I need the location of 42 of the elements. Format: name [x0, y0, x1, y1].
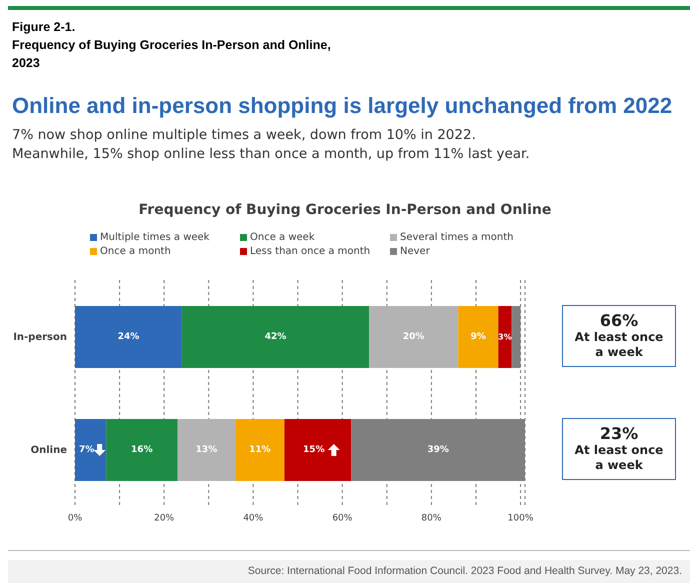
data-label: 42% — [264, 332, 286, 342]
x-tick-label: 40% — [243, 513, 264, 524]
text: 7% now shop online multiple times a week, down from 10% in 2022. Meanwhile, 15% shop online less than once a month, up from 11% last year. — [12, 126, 530, 164]
text: 23% At least once a week — [574, 424, 664, 473]
x-tick-label: 80% — [421, 513, 442, 524]
chart-title: Frequency of Buying Groceries In-Person and Online — [138, 202, 552, 218]
bar — [458, 306, 498, 368]
legend-label: Less than once a month — [249, 246, 372, 257]
legend-label: Never — [399, 246, 431, 257]
data-label: 39% — [427, 445, 449, 455]
text: 66% At least once a week — [574, 311, 664, 360]
x-tick-label: 20% — [154, 513, 175, 524]
data-label: 16% — [131, 445, 153, 455]
x-tick-label: 60% — [332, 513, 353, 524]
bar — [177, 419, 236, 481]
x-tick-label: 100% — [508, 513, 534, 524]
legend-label: Multiple times a week — [99, 232, 210, 243]
bar — [235, 419, 284, 481]
data-label: 20% — [402, 332, 424, 342]
bar — [284, 419, 352, 481]
y-tick-label: Online — [30, 445, 68, 456]
data-label: 9% — [470, 332, 486, 342]
bar — [75, 419, 106, 481]
x-tick-label: 0% — [68, 513, 83, 524]
y-tick-label: In-person — [13, 332, 67, 344]
source-note: Source: International Food Information Council. 2023 Food and Health Survey. May 23, 2023. — [248, 565, 682, 577]
data-label: 7% — [78, 445, 94, 455]
bar — [182, 306, 370, 368]
data-label: 15% — [303, 445, 325, 455]
bar — [106, 419, 178, 481]
text: Online and in-person shopping is largely unchanged from 2022 — [12, 93, 672, 119]
legend-label: Several times a month — [399, 232, 515, 243]
bar — [369, 306, 458, 368]
data-label: 13% — [196, 445, 218, 455]
bar — [75, 306, 182, 368]
data-label: 11% — [249, 445, 271, 455]
caption: Figure 2-1. Frequency of Buying Groceries In-Person and Online, 2023 — [12, 19, 331, 72]
bar — [498, 306, 512, 368]
legend-label: Once a month — [99, 246, 172, 257]
data-label: 3% — [498, 332, 512, 342]
data-label: 24% — [118, 332, 140, 342]
legend-label: Once a week — [249, 232, 316, 243]
